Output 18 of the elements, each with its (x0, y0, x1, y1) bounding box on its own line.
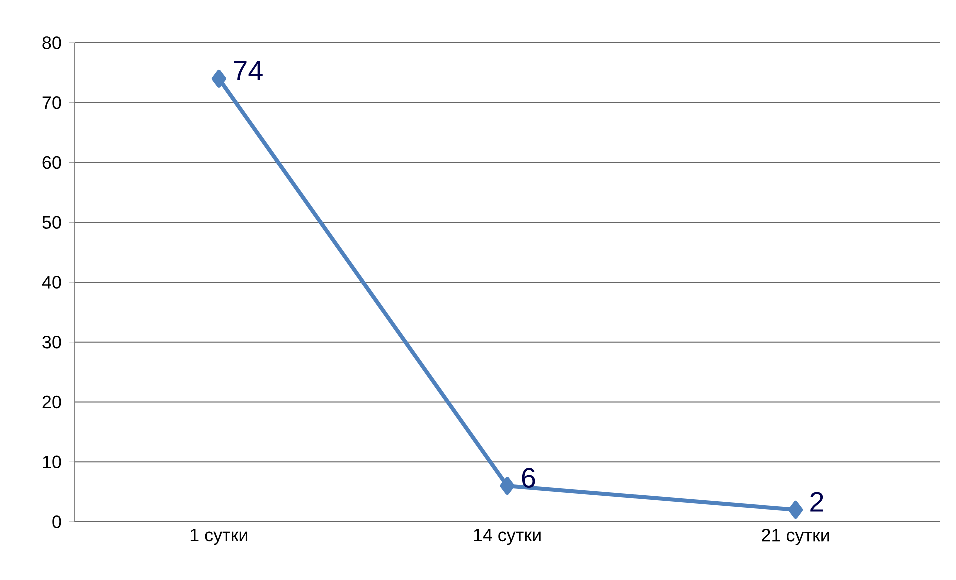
y-tick-label: 10 (43, 456, 62, 469)
y-tick-label: 40 (42, 276, 62, 289)
y-tick-label: 20 (42, 396, 62, 409)
data-label: 6 (522, 468, 536, 488)
point (788, 501, 804, 520)
y-tick-label: 50 (42, 216, 62, 230)
y-tick-label: 60 (42, 156, 62, 170)
y-tick-label: 0 (52, 516, 62, 528)
x-tick-label: 14 сутки (474, 529, 541, 546)
y-tick-label: 80 (42, 36, 62, 50)
x-tick-label: 1 сутки (190, 529, 248, 546)
x-tick-label: 21 сутки (762, 529, 830, 546)
data-label: 74 (234, 61, 263, 81)
y-tick-label: 70 (42, 96, 62, 110)
point (500, 477, 515, 496)
data-label: 2 (810, 492, 824, 512)
y-tick-label: 30 (42, 336, 62, 349)
point (212, 70, 226, 88)
